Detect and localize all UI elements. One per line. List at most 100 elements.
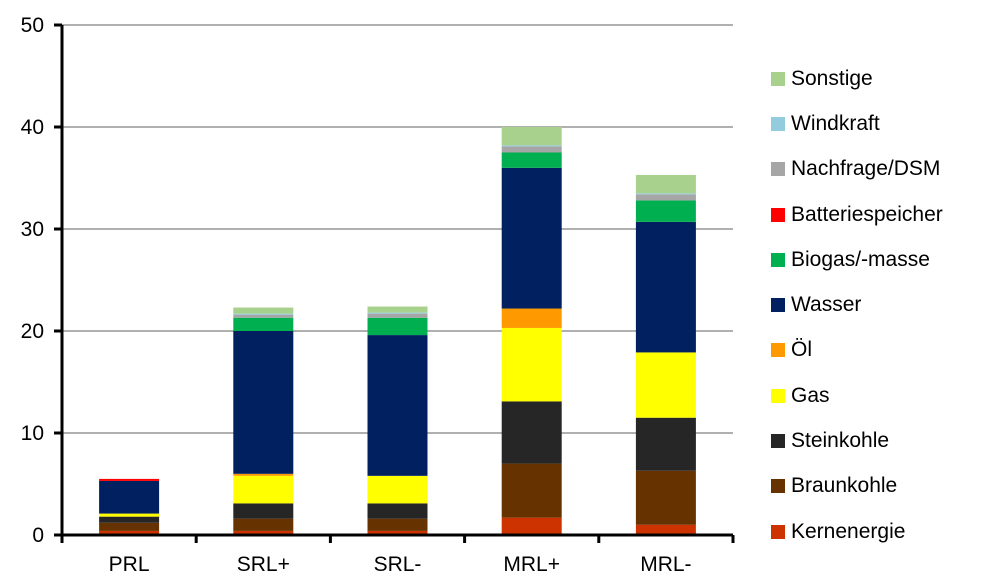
bar-segment [99,522,160,531]
y-tick-label: 20 [21,320,44,343]
y-tick-labels: 0 10 20 30 40 50 [21,14,44,547]
bar-segment [233,307,294,314]
bar-segment [99,480,160,514]
bar-stack [233,307,294,535]
bar-segment [501,127,562,146]
x-tick-label: SRL+ [237,553,290,576]
bar-stack [635,174,696,535]
bar-segment [635,200,696,222]
y-tick-label: 0 [32,524,44,547]
legend-swatch [771,343,785,358]
y-tick-label: 10 [21,422,44,445]
bar-stacks [99,127,696,535]
legend-item: Windkraft [771,101,987,146]
y-tick-label: 40 [21,116,44,139]
bar-segment [635,221,696,353]
bar-segment [367,518,428,531]
axes [54,23,735,543]
bar-segment [635,193,696,195]
bar-segment [501,308,562,328]
bar-segment [367,503,428,519]
x-tick-label: SRL- [374,553,422,576]
x-tick-label: MRL- [640,553,691,576]
bar-segment [233,518,294,531]
bar-segment [233,314,294,318]
legend-item: Braunkohle [771,464,987,509]
bar-stack [367,306,428,535]
legend-item: Sonstige [771,56,987,101]
x-tick-label: MRL+ [503,553,560,576]
bar-segment [367,317,428,336]
bar-stack [99,478,160,535]
legend-swatch [771,479,785,494]
x-tick-label: PRL [109,553,150,576]
bar-segment [501,146,562,153]
legend-label: Sonstige [791,66,873,90]
bar-segment [367,475,428,504]
bar-segment [233,475,294,504]
legend-label: Kernenergie [791,519,906,543]
legend-swatch [771,298,785,313]
bar-segment [635,417,696,471]
bar-segment [635,194,696,201]
bar-segment [635,470,696,525]
legend-item: Steinkohle [771,418,987,463]
legend-label: Steinkohle [791,429,890,453]
legend-label: Wasser [791,293,862,317]
legend-label: Öl [791,338,812,362]
bar-segment [233,313,294,315]
bar-segment [99,478,160,481]
legend-label: Gas [791,383,830,407]
bar-segment [367,335,428,476]
bar-segment [233,317,294,331]
bar-segment [635,524,696,535]
bar-segment [99,516,160,523]
bar-segment [501,327,562,402]
legend-swatch [771,388,785,403]
bar-segment [233,331,294,474]
legend-label: Biogas/-masse [791,247,930,271]
bar-segment [367,530,428,535]
legend-swatch [771,71,785,86]
bar-segment [367,306,428,313]
x-tick-labels: PRL SRL+ SRL- MRL+ MRL- [109,553,692,576]
bar-segment [233,503,294,519]
legend-item: Wasser [771,282,987,327]
bar-segment [501,167,562,309]
legend-item: Nachfrage/DSM [771,147,987,192]
legend-item: Gas [771,373,987,418]
bar-segment [99,530,160,535]
legend-item: Batteriespeicher [771,192,987,237]
legend-swatch [771,207,785,222]
bar-segment [99,513,160,517]
legend-swatch [771,162,785,177]
legend-swatch [771,252,785,267]
bar-stack [501,127,562,535]
bar-segment [501,463,562,518]
bar-segment [501,152,562,168]
bar-segment [367,312,428,314]
y-tick-label: 50 [21,14,44,37]
legend-swatch [771,116,785,131]
bar-segment [501,517,562,535]
legend-label: Windkraft [791,111,880,135]
bar-segment [501,145,562,147]
bar-segment [233,473,294,476]
bar-segment [501,401,562,464]
bar-segment [233,530,294,535]
bar-segment [367,313,428,318]
legend-swatch [771,434,785,449]
legend-label: Batteriespeicher [791,202,943,226]
y-tick-label: 30 [21,218,44,241]
gridlines [62,24,733,434]
legend-label: Braunkohle [791,474,898,498]
legend-item: Öl [771,328,987,373]
bar-segment [635,352,696,418]
legend-label: Nachfrage/DSM [791,157,941,181]
bar-segment [635,174,696,194]
legend-item: Biogas/-masse [771,237,987,282]
legend: Sonstige Windkraft Nachfrage/DSM Batteriesp… [771,56,987,554]
legend-item: Kernenergie [771,509,987,554]
legend-swatch [771,524,785,539]
